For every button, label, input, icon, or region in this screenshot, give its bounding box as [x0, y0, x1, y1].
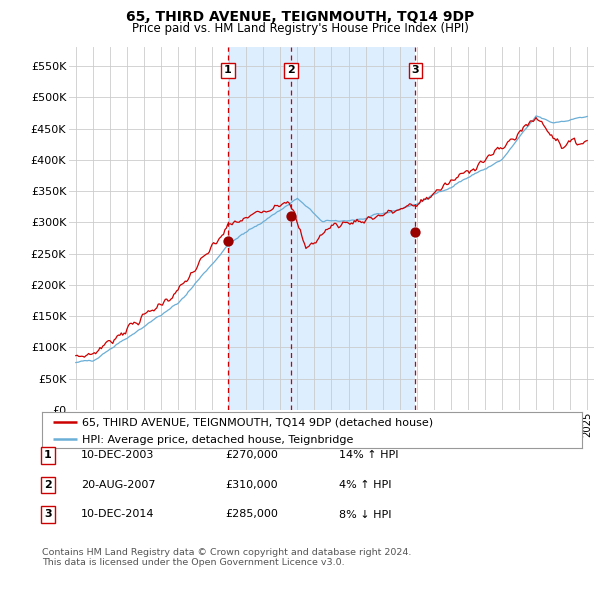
- Text: 8% ↓ HPI: 8% ↓ HPI: [339, 510, 391, 519]
- Text: 10-DEC-2014: 10-DEC-2014: [81, 510, 155, 519]
- Text: £310,000: £310,000: [225, 480, 278, 490]
- Text: 2: 2: [287, 65, 295, 76]
- Text: Price paid vs. HM Land Registry's House Price Index (HPI): Price paid vs. HM Land Registry's House …: [131, 22, 469, 35]
- Point: [410, 227, 420, 237]
- Text: 1: 1: [44, 451, 52, 460]
- Text: 3: 3: [44, 510, 52, 519]
- Text: £270,000: £270,000: [225, 451, 278, 460]
- Text: 10-DEC-2003: 10-DEC-2003: [81, 451, 154, 460]
- Text: 4% ↑ HPI: 4% ↑ HPI: [339, 480, 391, 490]
- Text: 3: 3: [412, 65, 419, 76]
- Point: [286, 211, 296, 221]
- Text: £285,000: £285,000: [225, 510, 278, 519]
- Text: 1: 1: [224, 65, 232, 76]
- Text: 65, THIRD AVENUE, TEIGNMOUTH, TQ14 9DP: 65, THIRD AVENUE, TEIGNMOUTH, TQ14 9DP: [126, 10, 474, 24]
- Text: 20-AUG-2007: 20-AUG-2007: [81, 480, 155, 490]
- Text: HPI: Average price, detached house, Teignbridge: HPI: Average price, detached house, Teig…: [83, 435, 354, 445]
- Text: 14% ↑ HPI: 14% ↑ HPI: [339, 451, 398, 460]
- Point: [223, 237, 233, 246]
- Text: 2: 2: [44, 480, 52, 490]
- Text: 65, THIRD AVENUE, TEIGNMOUTH, TQ14 9DP (detached house): 65, THIRD AVENUE, TEIGNMOUTH, TQ14 9DP (…: [83, 418, 434, 428]
- Text: Contains HM Land Registry data © Crown copyright and database right 2024.
This d: Contains HM Land Registry data © Crown c…: [42, 548, 412, 567]
- Bar: [228, 47, 415, 410]
